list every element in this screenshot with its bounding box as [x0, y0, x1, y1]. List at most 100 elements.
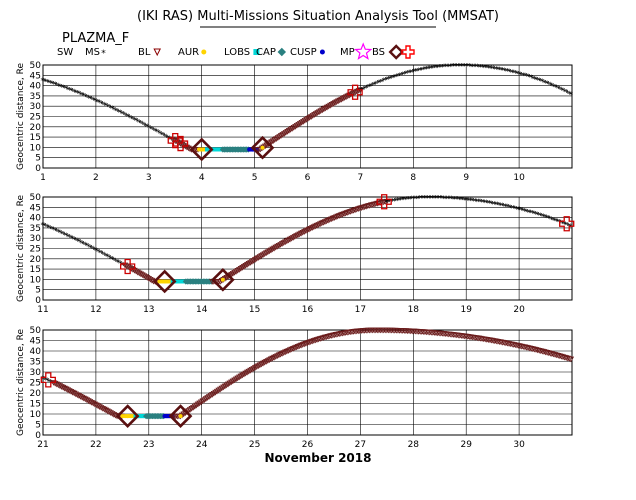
magnetosheath-point: *	[145, 123, 149, 132]
magnetosheath-point: *	[128, 113, 132, 122]
boundary-layer-point	[294, 344, 302, 350]
boundary-layer-point	[307, 339, 314, 345]
magnetosheath-point: *	[107, 103, 111, 112]
magnetosheath-point: *	[397, 196, 401, 205]
magnetosheath-point: *	[80, 239, 84, 248]
magnetosheath-point: *	[530, 209, 534, 218]
y-tick-label: 50	[30, 193, 42, 203]
magnetosheath-point: *	[477, 63, 481, 72]
magnetosheath-point: *	[44, 77, 48, 86]
magnetosheath-point: *	[107, 254, 111, 263]
magnetosheath-point: *	[453, 62, 457, 71]
magnetosheath-point: *	[494, 65, 498, 74]
magnetosheath-point: *	[496, 65, 500, 74]
magnetosheath-point: *	[93, 246, 97, 255]
magnetosheath-point: *	[88, 94, 92, 103]
boundary-layer-point	[348, 208, 356, 215]
magnetosheath-point: *	[415, 67, 419, 76]
magnetosheath-point: *	[558, 85, 562, 94]
magnetosheath-point: *	[363, 85, 367, 94]
magnetosheath-point: *	[475, 63, 479, 72]
magnetosheath-point: *	[513, 205, 517, 214]
magnetosheath-point: *	[160, 130, 164, 139]
legend-label: LOBS	[224, 47, 250, 58]
magnetosheath-point: *	[437, 63, 441, 72]
x-tick-label: 8	[410, 173, 416, 183]
magnetosheath-point: *	[164, 133, 168, 142]
y-tick-label: 25	[30, 379, 41, 389]
magnetosheath-point: *	[83, 92, 87, 101]
boundary-layer-point	[366, 202, 373, 209]
legend-item-lobs: LOBS	[224, 47, 260, 58]
magnetosheath-point: *	[110, 105, 114, 114]
boundary-layer-point	[315, 222, 322, 228]
magnetosheath-point: *	[118, 109, 122, 118]
magnetosheath-point: *	[61, 230, 65, 239]
magnetosheath-point: *	[48, 224, 52, 233]
magnetosheath-point: *	[483, 63, 487, 72]
magnetosheath-point: *	[526, 73, 530, 82]
boundary-layer-point	[323, 218, 330, 225]
x-tick-label: 14	[196, 305, 208, 315]
legend-item-cusp: CUSP	[290, 47, 325, 58]
boundary-layer-point	[318, 220, 325, 227]
magnetosheath-point: *	[102, 101, 106, 110]
magnetosheath-point: *	[447, 62, 451, 71]
magnetosheath-point: *	[109, 104, 113, 113]
magnetosheath-point: *	[556, 218, 560, 227]
boundary-layer-point	[352, 89, 359, 96]
magnetosheath-point: *	[442, 63, 446, 72]
magnetosheath-point: *	[137, 118, 141, 127]
magnetosheath-point: *	[91, 245, 95, 254]
boundary-layer-point	[275, 352, 283, 359]
bow-shock-crossing	[119, 258, 136, 275]
spacecraft-name: PLAZMA_F	[62, 31, 129, 46]
magnetosheath-point: *	[476, 197, 480, 206]
x-tick-label: 28	[408, 440, 420, 450]
boundary-layer-point	[302, 340, 310, 347]
x-tick-label: 22	[90, 440, 101, 450]
y-tick-label: 45	[30, 337, 41, 347]
magnetosheath-point: *	[548, 81, 552, 90]
magnetosheath-point: *	[552, 82, 556, 91]
boundary-layer-point	[290, 346, 297, 352]
magnetosheath-point: *	[55, 227, 59, 236]
boundary-layer-point	[342, 210, 349, 217]
magnetosheath-point: *	[134, 117, 138, 126]
y-tick-label: 0	[35, 296, 41, 306]
magnetosheath-point: *	[120, 109, 124, 118]
orbit-segment-magnetosheath: ****************************************…	[41, 76, 174, 144]
magnetosheath-point: *	[405, 195, 409, 204]
boundary-layer-point	[328, 216, 335, 223]
boundary-layer-point	[566, 356, 573, 362]
magnetosheath-point: *	[386, 75, 390, 84]
x-tick-label: 15	[249, 305, 260, 315]
magnetosheath-point: *	[475, 197, 479, 206]
magnetosheath-point: *	[467, 196, 471, 205]
magnetosheath-point: *	[479, 63, 483, 72]
boundary-layer-point	[278, 351, 286, 357]
magnetosheath-point: *	[398, 71, 402, 80]
legend-marker	[401, 45, 415, 59]
magnetosheath-point: *	[361, 85, 365, 94]
boundary-layer-point	[313, 222, 321, 229]
magnetosheath-point: *	[390, 74, 394, 83]
magnetosheath-point: *	[153, 127, 157, 136]
magnetosheath-point: *	[42, 77, 46, 86]
magnetosheath-point: *	[484, 199, 488, 208]
magnetosheath-point: *	[509, 68, 513, 77]
magnetosheath-point: *	[499, 201, 503, 210]
x-tick-label: 25	[249, 440, 260, 450]
magnetosheath-point: *	[93, 97, 97, 106]
x-tick-label: 19	[460, 305, 472, 315]
magnetosheath-point: *	[42, 222, 46, 231]
boundary-crossings	[40, 372, 193, 428]
magnetosheath-point: *	[458, 62, 462, 71]
magnetopause-crossing	[189, 137, 214, 162]
magnetosheath-point: *	[562, 220, 566, 229]
magnetosheath-point: *	[513, 69, 517, 78]
y-tick-label: 10	[30, 410, 42, 420]
